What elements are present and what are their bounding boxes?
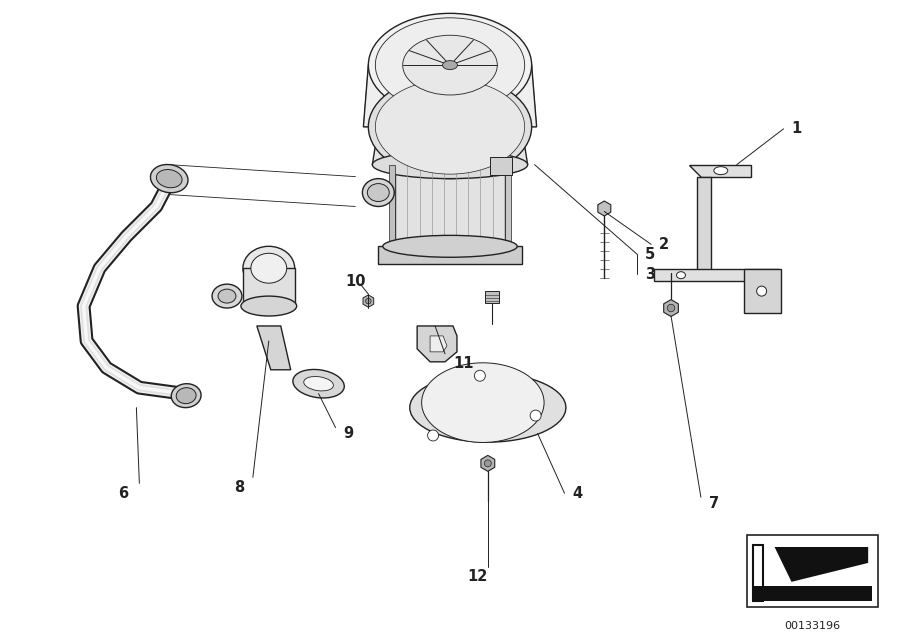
Text: 5: 5 (645, 247, 655, 262)
Polygon shape (481, 455, 495, 471)
Polygon shape (775, 547, 868, 582)
Ellipse shape (714, 167, 728, 175)
Ellipse shape (241, 296, 297, 316)
Polygon shape (378, 246, 522, 264)
Circle shape (474, 370, 485, 381)
Polygon shape (364, 65, 376, 127)
Polygon shape (697, 177, 711, 271)
Bar (752, 545, 762, 601)
Ellipse shape (304, 377, 333, 391)
Polygon shape (743, 269, 780, 313)
Ellipse shape (375, 80, 525, 174)
Polygon shape (243, 268, 294, 306)
Text: 4: 4 (572, 486, 582, 501)
Polygon shape (430, 336, 447, 352)
Ellipse shape (212, 284, 242, 308)
Ellipse shape (251, 253, 287, 283)
Ellipse shape (373, 151, 527, 179)
Polygon shape (689, 165, 751, 177)
Ellipse shape (363, 179, 394, 207)
Circle shape (667, 304, 675, 312)
Ellipse shape (176, 388, 196, 404)
Polygon shape (256, 326, 291, 370)
Polygon shape (373, 127, 527, 165)
Text: 6: 6 (119, 486, 129, 501)
Ellipse shape (171, 384, 201, 408)
Text: 10: 10 (346, 273, 366, 289)
Ellipse shape (368, 13, 532, 117)
Ellipse shape (243, 246, 294, 290)
Polygon shape (524, 65, 536, 127)
Ellipse shape (367, 184, 390, 202)
Polygon shape (505, 165, 510, 246)
Text: 00133196: 00133196 (784, 621, 841, 631)
Polygon shape (410, 373, 566, 442)
Ellipse shape (402, 35, 498, 95)
Ellipse shape (218, 289, 236, 303)
Ellipse shape (677, 272, 686, 279)
Text: 11: 11 (453, 356, 473, 371)
Ellipse shape (368, 75, 532, 179)
Ellipse shape (150, 165, 188, 193)
Text: 1: 1 (791, 121, 802, 136)
Ellipse shape (421, 363, 544, 443)
Polygon shape (417, 326, 457, 362)
Circle shape (530, 410, 541, 421)
Polygon shape (364, 65, 536, 127)
Text: 12: 12 (468, 569, 488, 584)
Text: 7: 7 (709, 495, 719, 511)
Circle shape (428, 430, 438, 441)
Text: 9: 9 (344, 426, 354, 441)
Text: 2: 2 (659, 237, 670, 252)
Polygon shape (485, 291, 499, 303)
Ellipse shape (382, 235, 518, 258)
Ellipse shape (292, 370, 345, 398)
Ellipse shape (443, 60, 457, 69)
Polygon shape (598, 201, 611, 216)
Ellipse shape (157, 170, 182, 188)
Polygon shape (654, 269, 778, 281)
Polygon shape (390, 165, 395, 246)
Polygon shape (663, 300, 679, 317)
Circle shape (484, 460, 491, 467)
Circle shape (365, 298, 371, 304)
Polygon shape (395, 165, 505, 246)
Polygon shape (363, 295, 374, 307)
Bar (747, 535, 878, 607)
Bar (490, 156, 512, 175)
Ellipse shape (757, 286, 767, 296)
Ellipse shape (375, 18, 525, 113)
Bar (752, 586, 872, 601)
Text: 3: 3 (645, 266, 655, 282)
Text: 8: 8 (234, 480, 244, 495)
